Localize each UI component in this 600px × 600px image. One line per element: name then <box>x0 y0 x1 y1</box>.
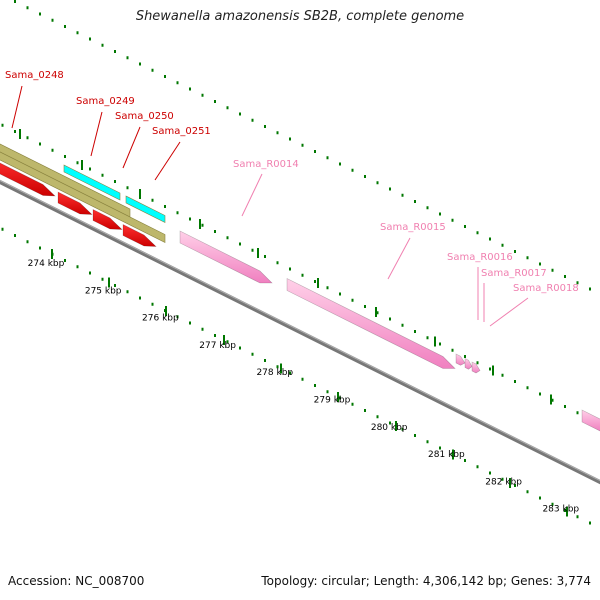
gene-label: Sama_R0016 <box>447 252 513 263</box>
axis-tick-label: 274 kbp <box>28 259 65 269</box>
gene-label: Sama_0248 <box>5 70 64 81</box>
cds-arrow-sama-0251 <box>122 224 157 247</box>
gene-label: Sama_R0014 <box>233 159 299 170</box>
backbone-group <box>0 179 600 485</box>
rna-arrow-sama-r0018 <box>471 361 481 374</box>
gene-label: Sama_0251 <box>152 126 211 137</box>
cyan-band <box>63 164 121 201</box>
callout-leader <box>387 237 411 280</box>
callout-leader <box>489 297 529 327</box>
genome-summary-text: Topology: circular; Length: 4,306,142 bp… <box>261 574 591 588</box>
cds-arrow-sama-0250 <box>92 209 123 230</box>
rna-arrow-sama-r0016 <box>455 353 466 366</box>
cds-arrow-sama-0249 <box>57 191 93 215</box>
callout-leader <box>154 141 181 181</box>
cds-arrow-sama-0248 <box>0 162 56 197</box>
axis-tick-label: 282 kbp <box>485 477 522 487</box>
axis-tick-label: 275 kbp <box>85 286 122 296</box>
feature-track-olive <box>0 143 166 243</box>
rna-arrow-next <box>581 409 600 432</box>
callout-leader <box>11 85 23 129</box>
cyan-band <box>125 195 166 223</box>
axis-tick-label: 278 kbp <box>256 368 293 378</box>
rna-arrow-sama-r0015 <box>286 278 456 369</box>
callout-leader <box>122 126 141 169</box>
cds-arrows <box>0 162 157 247</box>
axis-tick-label: 280 kbp <box>371 423 408 433</box>
gene-label: Sama_0250 <box>115 111 174 122</box>
backbone-line <box>0 179 600 485</box>
gene-callouts: Sama_0248 Sama_0249 Sama_0250 Sama_0251 Sama… <box>5 70 579 327</box>
tick-rows <box>1 0 591 525</box>
rna-arrow-sama-r0017 <box>464 358 473 370</box>
feature-track-cyan <box>63 164 166 223</box>
callout-leader <box>90 111 103 157</box>
gene-label: Sama_R0018 <box>513 283 579 294</box>
map-title: Shewanella amazonensis SB2B, complete ge… <box>135 9 465 24</box>
gene-label: Sama_R0015 <box>380 222 446 233</box>
axis-tick-label: 283 kbp <box>542 505 579 515</box>
rna-arrow-sama-r0014 <box>179 230 273 284</box>
callout-leader <box>241 173 263 217</box>
axis-tick-label: 276 kbp <box>142 314 179 324</box>
axis-tick-label: 277 kbp <box>199 341 236 351</box>
gene-label: Sama_R0017 <box>481 268 547 279</box>
gene-label: Sama_0249 <box>76 96 135 107</box>
axis-tick-label: 281 kbp <box>428 450 465 460</box>
accession-text: Accession: NC_008700 <box>8 574 145 588</box>
axis-labels: 274 kbp 275 kbp 276 kbp 277 kbp 278 kbp 279 k… <box>28 259 580 515</box>
olive-band-lower <box>0 151 166 243</box>
backbone-highlight <box>0 180 600 482</box>
axis-tick-label: 279 kbp <box>314 396 351 406</box>
rna-arrows <box>179 230 600 432</box>
